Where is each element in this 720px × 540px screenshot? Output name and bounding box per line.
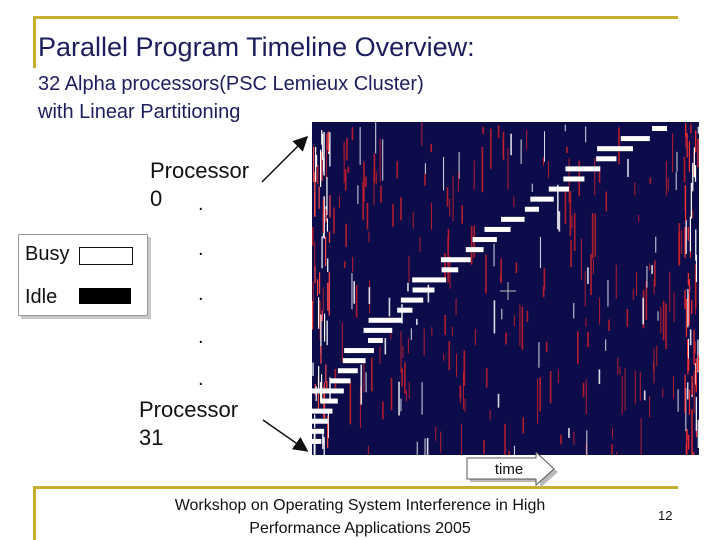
arrow-to-processor-0 <box>261 135 309 183</box>
busy-segment <box>312 408 333 414</box>
busy-segment <box>368 317 403 323</box>
busy-segment <box>344 348 374 354</box>
legend-busy-swatch <box>79 247 133 265</box>
ellipsis-dot: . <box>198 193 204 215</box>
footer-line-1: Workshop on Operating System Interferenc… <box>174 497 546 514</box>
time-label: time <box>495 461 523 478</box>
processor-first-line-1: Processor <box>150 158 250 183</box>
busy-segment <box>312 418 328 424</box>
busy-segment <box>363 327 393 333</box>
ellipsis-dot: . <box>198 368 204 390</box>
legend-busy-label: Busy <box>25 243 70 265</box>
busy-segment <box>597 146 633 152</box>
busy-segment <box>412 287 435 293</box>
processor-first-label: Processor 0 <box>150 157 249 213</box>
busy-segment <box>565 166 601 172</box>
busy-segment <box>524 206 539 212</box>
busy-segment <box>312 428 325 434</box>
legend-idle-swatch <box>79 288 131 304</box>
ellipsis-dot: . <box>198 326 204 348</box>
busy-segment <box>530 196 554 202</box>
page-number: 12 <box>658 508 673 523</box>
busy-segment <box>397 307 413 313</box>
processor-first-line-2: 0 <box>150 186 163 211</box>
legend: Busy Idle <box>18 234 148 316</box>
title-rule-vertical <box>33 16 36 68</box>
ellipsis-dot: . <box>198 238 204 260</box>
ellipsis-dot: . <box>198 283 204 305</box>
busy-segment <box>501 216 525 222</box>
time-arrow: time <box>466 452 558 488</box>
busy-segment <box>337 368 358 374</box>
busy-segment <box>412 277 447 283</box>
slide-footer: Workshop on Operating System Interferenc… <box>140 494 580 540</box>
busy-segment <box>484 226 511 232</box>
title-rule <box>33 16 678 19</box>
footer-rule <box>33 486 678 489</box>
busy-segment <box>440 257 471 263</box>
legend-idle-label: Idle <box>25 286 58 308</box>
processor-last-label: Processor 31 <box>139 396 238 452</box>
timeline-plot <box>312 122 699 455</box>
footer-line-2: Performance Applications 2005 <box>249 520 471 537</box>
busy-segment <box>548 186 569 192</box>
busy-segment <box>320 398 338 404</box>
busy-segment <box>330 378 351 384</box>
busy-segment <box>342 358 366 364</box>
busy-segment <box>472 237 497 243</box>
busy-segment <box>563 176 585 182</box>
busy-segment <box>368 337 383 343</box>
processor-last-line-2: 31 <box>139 425 164 450</box>
subtitle-line-2: with Linear Partitioning <box>38 101 241 123</box>
footer-rule-vertical <box>33 486 36 540</box>
busy-segment <box>620 136 650 142</box>
busy-segment <box>465 247 484 253</box>
slide-subtitle: 32 Alpha processors(PSC Lemieux Cluster)… <box>38 70 424 126</box>
busy-segment <box>652 126 667 131</box>
subtitle-line-1: 32 Alpha processors(PSC Lemieux Cluster) <box>38 73 424 95</box>
arrow-to-processor-31 <box>262 419 309 452</box>
busy-segment <box>312 388 344 394</box>
slide-title: Parallel Program Timeline Overview: <box>38 32 475 62</box>
busy-segment <box>312 438 322 444</box>
processor-last-line-1: Processor <box>139 397 239 422</box>
busy-segment <box>596 156 617 162</box>
busy-segment <box>400 297 424 303</box>
busy-segment <box>441 267 459 273</box>
